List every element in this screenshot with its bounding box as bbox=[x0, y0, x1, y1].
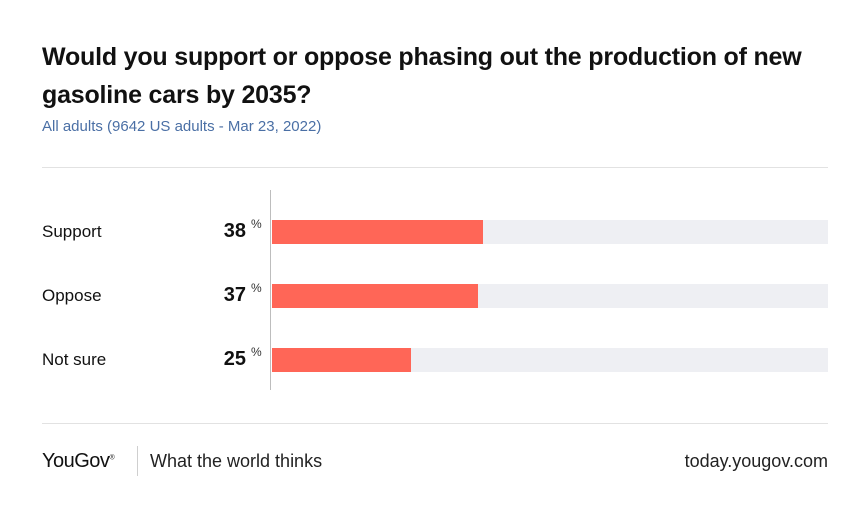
category-label: Not sure bbox=[42, 350, 107, 369]
category-label: Oppose bbox=[42, 286, 102, 305]
chart-axis-line bbox=[270, 190, 271, 390]
logo-text: YouGov bbox=[42, 450, 110, 472]
yougov-logo[interactable]: YouGov® bbox=[42, 450, 115, 473]
data-label-value: 38 bbox=[223, 220, 246, 242]
footer-separator bbox=[137, 446, 138, 476]
data-label-percent-sign: % bbox=[251, 345, 262, 359]
bar-support bbox=[272, 220, 484, 244]
bar-track bbox=[272, 284, 828, 308]
bar-row-not-sure: Not sure 25% bbox=[0, 345, 850, 378]
top-divider bbox=[42, 167, 828, 168]
footer-tagline: What the world thinks bbox=[150, 451, 323, 471]
bar-not-sure bbox=[272, 348, 411, 372]
bar-row-support: Support 38% bbox=[0, 217, 850, 250]
logo-registered-mark: ® bbox=[109, 454, 115, 462]
data-label-value: 25 bbox=[223, 348, 246, 370]
category-label: Support bbox=[42, 222, 102, 241]
data-label-percent-sign: % bbox=[251, 281, 262, 295]
bottom-divider bbox=[42, 423, 828, 424]
footer-url-link[interactable]: today.yougov.com bbox=[684, 451, 828, 471]
data-label-value: 37 bbox=[223, 284, 246, 306]
bar-track bbox=[272, 348, 828, 372]
chart-subtitle: All adults (9642 US adults - Mar 23, 202… bbox=[42, 118, 322, 135]
data-label-percent-sign: % bbox=[251, 217, 262, 231]
bar-track bbox=[272, 220, 828, 244]
bar-chart: Support 38% Oppose 37% Not sure 25% bbox=[0, 190, 850, 395]
bar-row-oppose: Oppose 37% bbox=[0, 281, 850, 314]
chart-title: Would you support or oppose phasing out … bbox=[42, 43, 802, 109]
bar-oppose bbox=[272, 284, 478, 308]
